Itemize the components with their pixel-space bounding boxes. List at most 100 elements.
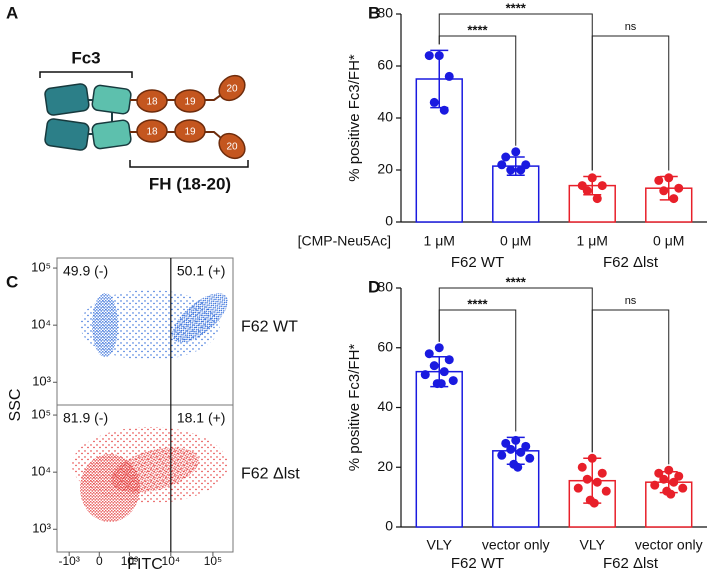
data-point [506, 165, 516, 175]
group-label: F62 Δlst [603, 254, 659, 271]
data-point [650, 480, 660, 490]
data-point [582, 474, 592, 484]
data-point [497, 160, 507, 170]
y-tick-label: 60 [377, 57, 393, 73]
domain-label: 20 [226, 142, 238, 153]
x-tick-label: 10³ [121, 554, 138, 568]
y-axis-label: % positive Fc3/FH* [346, 54, 363, 182]
data-point [659, 474, 669, 484]
data-point [429, 97, 439, 107]
data-point [592, 477, 602, 487]
data-point [654, 175, 664, 185]
data-point [424, 349, 434, 359]
data-point [434, 343, 444, 353]
x-tick-label: 10⁵ [204, 554, 222, 568]
y-tick-label: 10⁵ [31, 259, 51, 274]
data-point [597, 181, 607, 191]
y-tick-label: 20 [377, 458, 393, 474]
plot-frame [56, 404, 234, 553]
y-tick-label: 0 [385, 213, 393, 229]
significance-label: **** [506, 274, 527, 289]
group-label: F62 WT [451, 555, 504, 572]
series-label: F62 Δlst [241, 466, 300, 483]
domain-label: 18 [146, 127, 158, 138]
group-label: F62 Δlst [603, 555, 659, 572]
fh-domain [174, 89, 206, 113]
y-tick-label: 40 [377, 398, 393, 414]
y-axis-label: SSC [7, 389, 24, 422]
significance-bracket [438, 35, 517, 146]
data-point [664, 173, 674, 183]
data-point [497, 450, 507, 460]
cell-cloud [111, 447, 199, 493]
data-point [597, 468, 607, 478]
significance-label: ns [625, 21, 637, 33]
data-point [525, 453, 535, 463]
flow-clouds [72, 290, 228, 522]
data-point [429, 361, 439, 371]
data-point [444, 355, 454, 365]
panel-label: D [368, 277, 380, 296]
data-point [420, 370, 430, 380]
data-point [516, 447, 526, 457]
x-axis-label: FITC [127, 556, 163, 572]
panel-label: A [6, 3, 18, 22]
data-point [511, 147, 521, 157]
fc-label: Fc3 [71, 48, 100, 67]
x-tick-label: -10³ [58, 554, 79, 568]
data-point [439, 367, 449, 377]
x-tick-label: 10⁴ [162, 554, 181, 568]
bar [415, 370, 463, 528]
data-point [424, 51, 434, 61]
y-tick-label: 10⁴ [31, 317, 51, 332]
data-point [587, 173, 597, 183]
fh-domain [136, 119, 168, 143]
bracket [39, 71, 133, 78]
row-label: [CMP-Neu5Ac] [298, 233, 391, 249]
data-point [577, 462, 587, 472]
fc-domain [44, 118, 90, 151]
y-tick-label: 10⁴ [31, 464, 51, 479]
fc-domain [44, 83, 90, 116]
data-point [506, 444, 516, 454]
fh-domain [174, 119, 206, 143]
cell-cloud [172, 293, 228, 343]
data-point [436, 379, 446, 389]
significance-label: **** [467, 296, 488, 311]
significance-bracket [438, 309, 517, 432]
fh-label: FH (18-20) [149, 174, 231, 193]
y-tick-label: 80 [377, 279, 393, 295]
x-tick-label: VLY [580, 537, 606, 553]
bracket [129, 160, 249, 168]
panel-label: C [6, 272, 18, 291]
x-tick-label: 0 [96, 554, 103, 568]
data-point [516, 165, 526, 175]
data-point [659, 186, 669, 196]
x-tick-label: vector only [635, 537, 703, 553]
data-point [678, 483, 688, 493]
domain-label: 18 [146, 97, 158, 108]
y-tick-label: 60 [377, 338, 393, 354]
domain-label: 20 [226, 84, 238, 95]
quadrant-label: 50.1 (+) [177, 263, 226, 279]
domain-label: 19 [184, 127, 196, 138]
diagram: Fc3 18 19 20 18 19 20 FH (18-20) [39, 48, 249, 193]
y-tick-label: 10³ [32, 374, 51, 389]
data-point [587, 453, 597, 463]
y-tick-label: 40 [377, 109, 393, 125]
fc-domain [91, 84, 132, 115]
group-label: F62 WT [451, 254, 504, 271]
data-point [592, 194, 602, 204]
y-axis-label: % positive Fc3/FH* [346, 344, 363, 472]
quadrant-label: 81.9 (-) [63, 410, 108, 426]
data-point [664, 465, 674, 475]
data-point [511, 435, 521, 445]
x-tick-label: 0 μM [500, 233, 531, 249]
y-tick-label: 0 [385, 518, 393, 534]
data-point [666, 489, 676, 499]
y-tick-label: 10⁵ [31, 406, 51, 421]
data-point [434, 51, 444, 61]
fc-domain [91, 119, 132, 150]
data-point [589, 498, 599, 508]
